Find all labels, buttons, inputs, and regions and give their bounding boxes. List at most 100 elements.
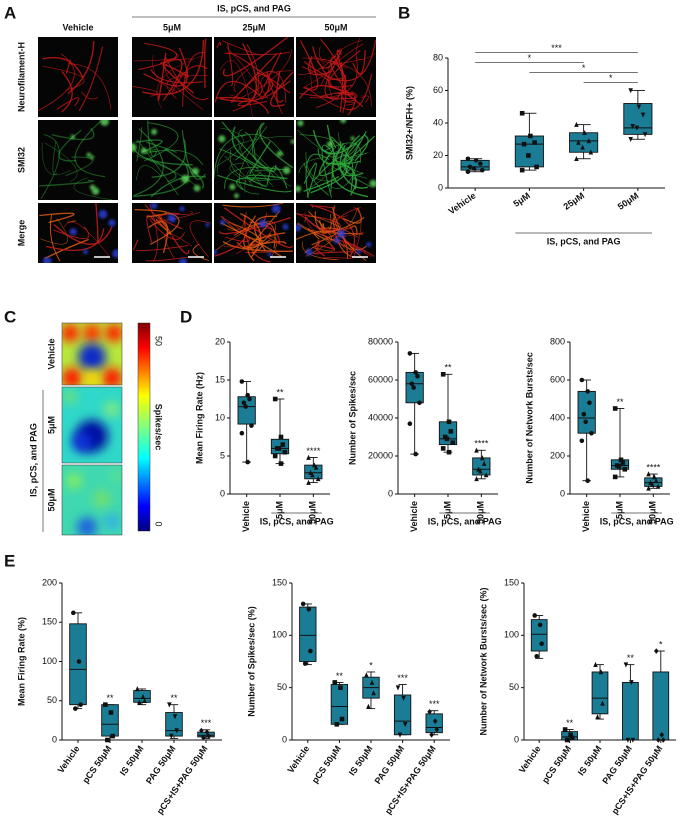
x-tick-label: Vehicle [446, 190, 477, 216]
cell-body [90, 155, 95, 160]
fiber [256, 71, 274, 95]
fiber [310, 159, 348, 194]
data-point [446, 419, 452, 425]
fiber [67, 220, 76, 223]
cell-body [178, 258, 188, 263]
fiber [303, 175, 340, 192]
data-point [407, 421, 413, 427]
fiber [345, 73, 373, 111]
data-point [595, 714, 600, 720]
colorbar-label: Spikes/sec [154, 404, 164, 451]
fiber [44, 142, 78, 182]
box [577, 390, 596, 434]
fiber [73, 177, 113, 200]
data-point [581, 411, 587, 417]
y-tick-label: 20 [215, 336, 225, 346]
fiber [303, 162, 329, 196]
fiber [157, 52, 167, 101]
data-point [519, 110, 525, 116]
fiber [189, 220, 211, 258]
cell-body [100, 120, 109, 126]
data-point [440, 372, 446, 377]
significance: ** [170, 693, 178, 703]
y-axis-label: Number of Network Bursts/sec (%) [478, 587, 488, 735]
fiber [182, 52, 206, 107]
data-point [397, 732, 403, 738]
data-point [585, 389, 590, 394]
x-tick-label: PAG 50μM [373, 744, 407, 786]
data-point [574, 121, 579, 127]
y-tick-label: 150 [504, 577, 519, 587]
data-point [534, 653, 540, 659]
fiber [298, 156, 339, 174]
x-tick-label: 5μM [442, 501, 452, 519]
micrograph-bg [296, 37, 376, 117]
fiber [301, 66, 332, 89]
heatmap-blob [63, 389, 77, 404]
y-tick-label: 60000 [368, 374, 393, 384]
fiber [314, 245, 335, 257]
fiber [218, 217, 291, 235]
heatmap [62, 323, 122, 385]
cell-body [83, 249, 89, 255]
data-point [140, 694, 146, 700]
data-point [434, 726, 440, 733]
box [623, 103, 653, 135]
y-tick-label: 15 [215, 374, 225, 384]
fiber [342, 153, 371, 187]
box [622, 681, 639, 741]
fiber [249, 141, 271, 175]
data-point [574, 155, 579, 162]
data-point [110, 733, 115, 739]
x-tick-label: IS 50μM [576, 744, 604, 778]
data-point [630, 737, 636, 743]
cell-body [340, 120, 347, 124]
data-point [465, 169, 471, 175]
box [591, 671, 609, 715]
cell-body [219, 219, 226, 225]
fiber [320, 38, 347, 114]
fiber [224, 166, 282, 189]
heatmap-frame [61, 386, 123, 464]
data-point [622, 467, 628, 472]
significance: ** [106, 693, 114, 703]
data-point [652, 474, 657, 480]
fiber [240, 213, 262, 258]
y-axis-label: Mean Firing Rate (Hz) [194, 372, 204, 464]
cell-body [305, 248, 313, 256]
x-tick-label: 25μM [562, 190, 587, 211]
data-point [474, 476, 479, 482]
significance: **** [646, 462, 661, 472]
group-label: IS, pCS, and PAG [217, 3, 291, 13]
fiber [227, 43, 234, 86]
data-point [402, 722, 408, 728]
micrograph [38, 203, 118, 263]
data-point [415, 373, 420, 379]
x-tick-label: IS 50μM [118, 744, 146, 778]
data-point [628, 88, 633, 94]
fiber [164, 232, 192, 259]
row-label: Merge [16, 220, 26, 247]
cell-body [108, 219, 116, 227]
cell-body [296, 185, 302, 193]
data-point [409, 381, 415, 387]
fiber [65, 59, 71, 74]
data-point [78, 702, 83, 707]
data-point [440, 446, 446, 451]
y-tick-label: 60 [433, 85, 443, 95]
fiber [52, 141, 58, 175]
data-point [429, 731, 434, 738]
cell-body [42, 257, 52, 263]
significance: * [582, 63, 586, 73]
data-point [366, 703, 371, 709]
y-axis-label: SMI32+/NFH+ (%) [404, 86, 414, 160]
group-label: IS, pCS, and PAG [28, 423, 38, 497]
micrograph [132, 120, 212, 200]
data-point [532, 613, 538, 618]
fiber [136, 155, 197, 186]
significance: * [659, 639, 663, 649]
data-point [272, 453, 278, 459]
data-point [579, 377, 585, 383]
x-tick-label: pCS 50μM [540, 744, 573, 785]
y-axis-label: Number of Spikes/sec [347, 371, 357, 465]
